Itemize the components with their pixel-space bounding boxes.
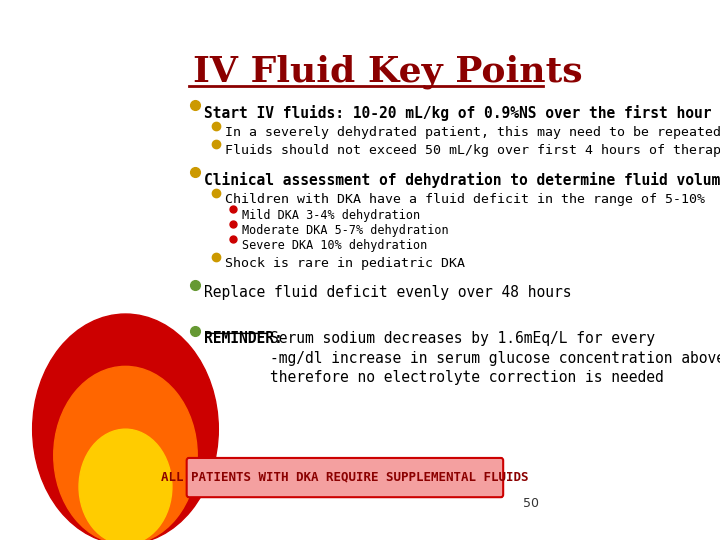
Circle shape [32,314,218,540]
Text: Start IV fluids: 10-20 mL/kg of 0.9%NS over the first hour: Start IV fluids: 10-20 mL/kg of 0.9%NS o… [204,105,711,120]
Text: Children with DKA have a fluid deficit in the range of 5-10%: Children with DKA have a fluid deficit i… [225,193,705,206]
FancyBboxPatch shape [130,0,560,529]
Circle shape [79,429,172,540]
Text: REMINDER:: REMINDER: [204,331,291,346]
Text: In a severely dehydrated patient, this may need to be repeated: In a severely dehydrated patient, this m… [225,126,720,139]
Text: Serum sodium decreases by 1.6mEq/L for every        100
-mg/dl increase in serum: Serum sodium decreases by 1.6mEq/L for e… [270,331,720,386]
Text: ALL PATIENTS WITH DKA REQUIRE SUPPLEMENTAL FLUIDS: ALL PATIENTS WITH DKA REQUIRE SUPPLEMENT… [161,471,528,484]
Circle shape [54,366,197,540]
Text: Replace fluid deficit evenly over 48 hours: Replace fluid deficit evenly over 48 hou… [204,285,571,300]
Text: IV Fluid Key Points: IV Fluid Key Points [193,55,582,90]
Text: Moderate DKA 5-7% dehydration: Moderate DKA 5-7% dehydration [241,224,448,237]
FancyBboxPatch shape [186,458,503,497]
Text: 50: 50 [523,497,539,510]
Text: Mild DKA 3-4% dehydration: Mild DKA 3-4% dehydration [241,210,420,222]
Text: Fluids should not exceed 50 mL/kg over first 4 hours of therapy: Fluids should not exceed 50 mL/kg over f… [225,144,720,157]
Text: Shock is rare in pediatric DKA: Shock is rare in pediatric DKA [225,258,464,271]
Text: Severe DKA 10% dehydration: Severe DKA 10% dehydration [241,239,427,252]
Text: Clinical assessment of dehydration to determine fluid volume: Clinical assessment of dehydration to de… [204,172,720,188]
